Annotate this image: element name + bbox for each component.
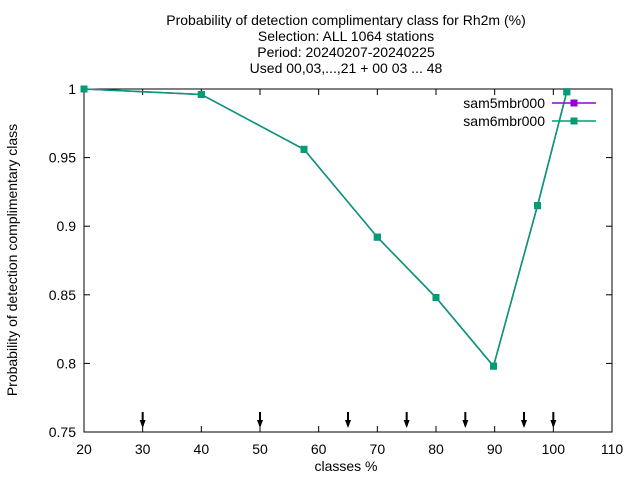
chart-title: Probability of detection complimentary c… (166, 12, 525, 76)
series-line-sam6mbr000 (83, 88, 568, 368)
x-tick-label: 20 (76, 441, 92, 457)
arrow-marker-head (550, 420, 557, 428)
y-axis: 0.75 0.8 0.85 0.9 0.95 1 (49, 81, 612, 440)
arrow-marker-head (257, 420, 263, 428)
legend-swatch-marker (570, 117, 578, 125)
title-line-3: Period: 20240207-20240225 (257, 44, 435, 60)
data-point-sam6mbr000 (489, 362, 497, 370)
arrow-marker-head (345, 420, 351, 428)
x-tick-label: 50 (252, 441, 268, 457)
data-point-sam6mbr000 (563, 88, 571, 96)
data-point-sam6mbr000 (80, 85, 88, 93)
y-tick-label: 0.95 (49, 150, 76, 166)
title-line-2: Selection: ALL 1064 stations (258, 28, 434, 44)
y-tick-label: 0.75 (49, 424, 76, 440)
data-point-sam6mbr000 (432, 294, 440, 302)
data-point-sam6mbr000 (533, 202, 541, 210)
plot-frame (83, 88, 613, 433)
series-line-sam5mbr000 (83, 88, 568, 368)
data-point-sam6mbr000 (300, 145, 308, 153)
arrow-marker-head (462, 420, 469, 428)
legend-label: sam5mbr000 (463, 95, 545, 111)
y-tick-label: 0.9 (57, 218, 77, 234)
x-axis: 20 30 40 50 60 70 80 90 100 110 (76, 89, 623, 457)
arrow-marker-head (403, 420, 410, 428)
arrow-marker-head (521, 420, 527, 428)
x-tick-label: 90 (487, 441, 503, 457)
arrow-markers (139, 412, 557, 428)
x-tick-label: 60 (311, 441, 327, 457)
y-tick-label: 0.8 (57, 355, 77, 371)
series-layer (80, 85, 571, 370)
data-point-sam6mbr000 (373, 233, 381, 241)
x-tick-label: 40 (194, 441, 210, 457)
x-tick-label: 110 (601, 441, 624, 457)
legend-swatch-marker (570, 99, 578, 107)
legend: sam5mbr000 sam6mbr000 (463, 95, 596, 129)
y-tick-label: 0.85 (49, 287, 76, 303)
arrow-marker-head (139, 420, 146, 428)
x-tick-label: 70 (370, 441, 386, 457)
x-axis-label: classes % (314, 458, 377, 474)
x-tick-label: 100 (542, 441, 566, 457)
y-axis-label: Probability of detection complimentary c… (4, 124, 20, 396)
x-tick-label: 30 (135, 441, 151, 457)
data-point-sam6mbr000 (197, 90, 205, 98)
legend-label: sam6mbr000 (463, 113, 545, 129)
x-tick-label: 80 (428, 441, 444, 457)
y-tick-label: 1 (68, 81, 76, 97)
title-line-1: Probability of detection complimentary c… (166, 12, 525, 28)
title-line-4: Used 00,03,...,21 + 00 03 ... 48 (250, 60, 443, 76)
